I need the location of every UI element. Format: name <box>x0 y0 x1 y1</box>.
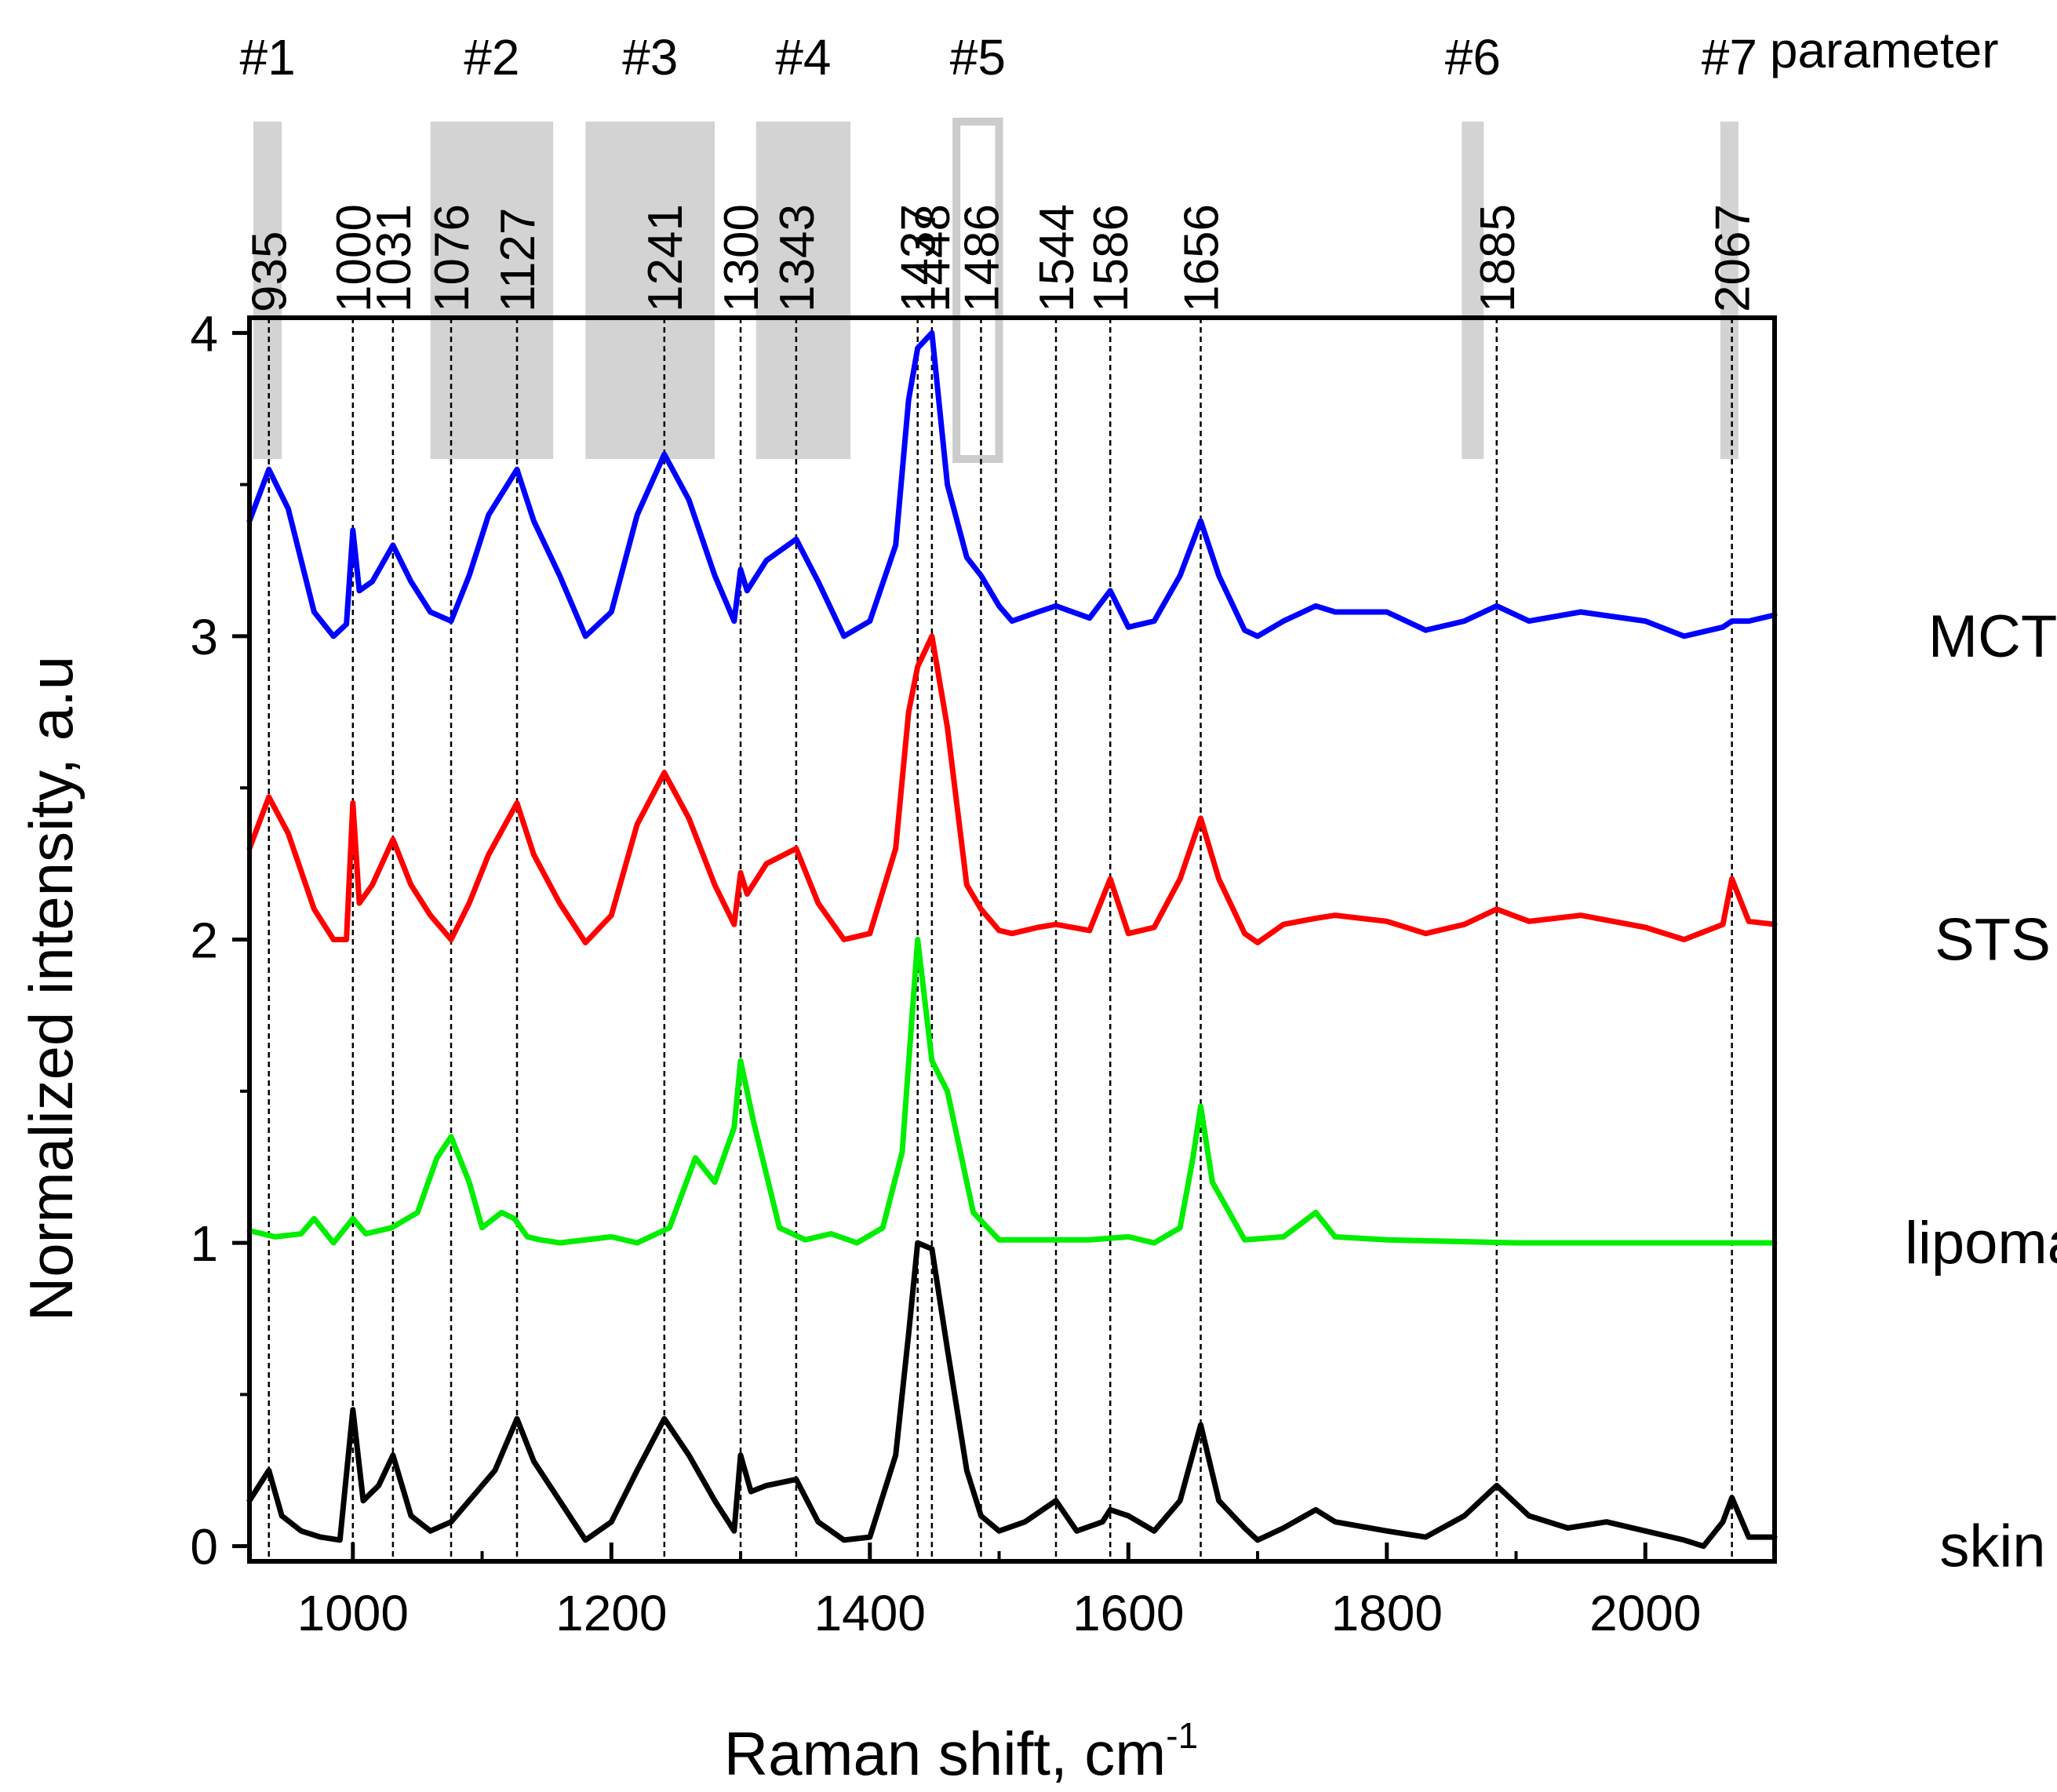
series-lipoma <box>246 937 1778 1246</box>
axis-ticks: 1000 1200 1400 1600 1800 2000 0 1 2 3 4 <box>190 305 1701 1641</box>
region-1 <box>253 122 282 459</box>
peak-label-2067: 2067 <box>1706 204 1760 312</box>
peak-label-1127: 1127 <box>491 208 545 312</box>
peak-label-1241: 1241 <box>639 204 693 312</box>
peak-lines <box>268 318 1733 1561</box>
peak-label-1544: 1544 <box>1030 204 1084 312</box>
region-5 <box>952 118 1003 463</box>
peak-label-1448: 1448 <box>906 204 960 312</box>
region-label-6: #6 <box>1445 29 1501 86</box>
peak-label-1437: 1437 <box>892 204 946 312</box>
region-label-7: #7 <box>1702 29 1757 86</box>
region-header-label: parameter <box>1770 22 1999 78</box>
peak-label-1000: 1000 <box>327 204 381 312</box>
series-labels: MCT STS lipoma skin <box>1905 603 2057 1580</box>
peak-label-1076: 1076 <box>425 204 479 312</box>
parameter-regions <box>253 118 1738 463</box>
region-label-3: #3 <box>622 29 678 86</box>
series-STS <box>246 633 1778 945</box>
region-label-4: #4 <box>775 29 831 86</box>
peak-label-935: 935 <box>243 231 297 312</box>
series-label-STS: STS <box>1935 907 2051 974</box>
region-label-5: #5 <box>950 29 1006 86</box>
x-tick-label: 1600 <box>1072 1585 1184 1641</box>
region-3 <box>585 122 715 459</box>
peak-label-1586: 1586 <box>1084 204 1138 312</box>
spectra-series <box>246 330 1778 1550</box>
x-tick-label: 1400 <box>814 1585 926 1641</box>
x-tick-label: 1200 <box>555 1585 667 1641</box>
x-axis-title: Raman shift, cm-1 <box>724 1715 1198 1788</box>
region-labels: #1 #2 #3 #4 #5 #6 #7 parameter <box>239 22 1998 86</box>
peak-label-1343: 1343 <box>770 204 825 312</box>
series-MCT <box>246 330 1778 639</box>
series-label-MCT: MCT <box>1928 603 2057 670</box>
peak-label-1486: 1486 <box>955 204 1009 312</box>
y-tick-label: 1 <box>190 1215 218 1272</box>
peak-label-1300: 1300 <box>715 204 769 312</box>
series-label-lipoma: lipoma <box>1905 1210 2057 1277</box>
y-axis-title: Normalized intensity, a.u <box>16 656 86 1321</box>
region-6 <box>1462 122 1484 459</box>
region-4 <box>755 122 851 459</box>
x-tick-label: 1000 <box>297 1585 409 1641</box>
peak-label-1031: 1031 <box>367 204 421 312</box>
y-tick-label: 2 <box>190 912 218 969</box>
series-label-skin: skin <box>1939 1513 2045 1580</box>
y-tick-label: 3 <box>190 609 218 665</box>
series-skin <box>246 1240 1778 1550</box>
peak-label-1885: 1885 <box>1471 204 1525 312</box>
plot-frame <box>247 315 1777 1564</box>
peak-label-1656: 1656 <box>1175 204 1229 312</box>
y-tick-label: 0 <box>190 1519 218 1575</box>
x-tick-label: 1800 <box>1331 1585 1443 1641</box>
region-label-2: #2 <box>464 29 519 86</box>
x-tick-label: 2000 <box>1589 1585 1701 1641</box>
y-tick-label: 4 <box>190 305 218 362</box>
region-7 <box>1720 122 1738 459</box>
region-label-1: #1 <box>239 29 295 86</box>
